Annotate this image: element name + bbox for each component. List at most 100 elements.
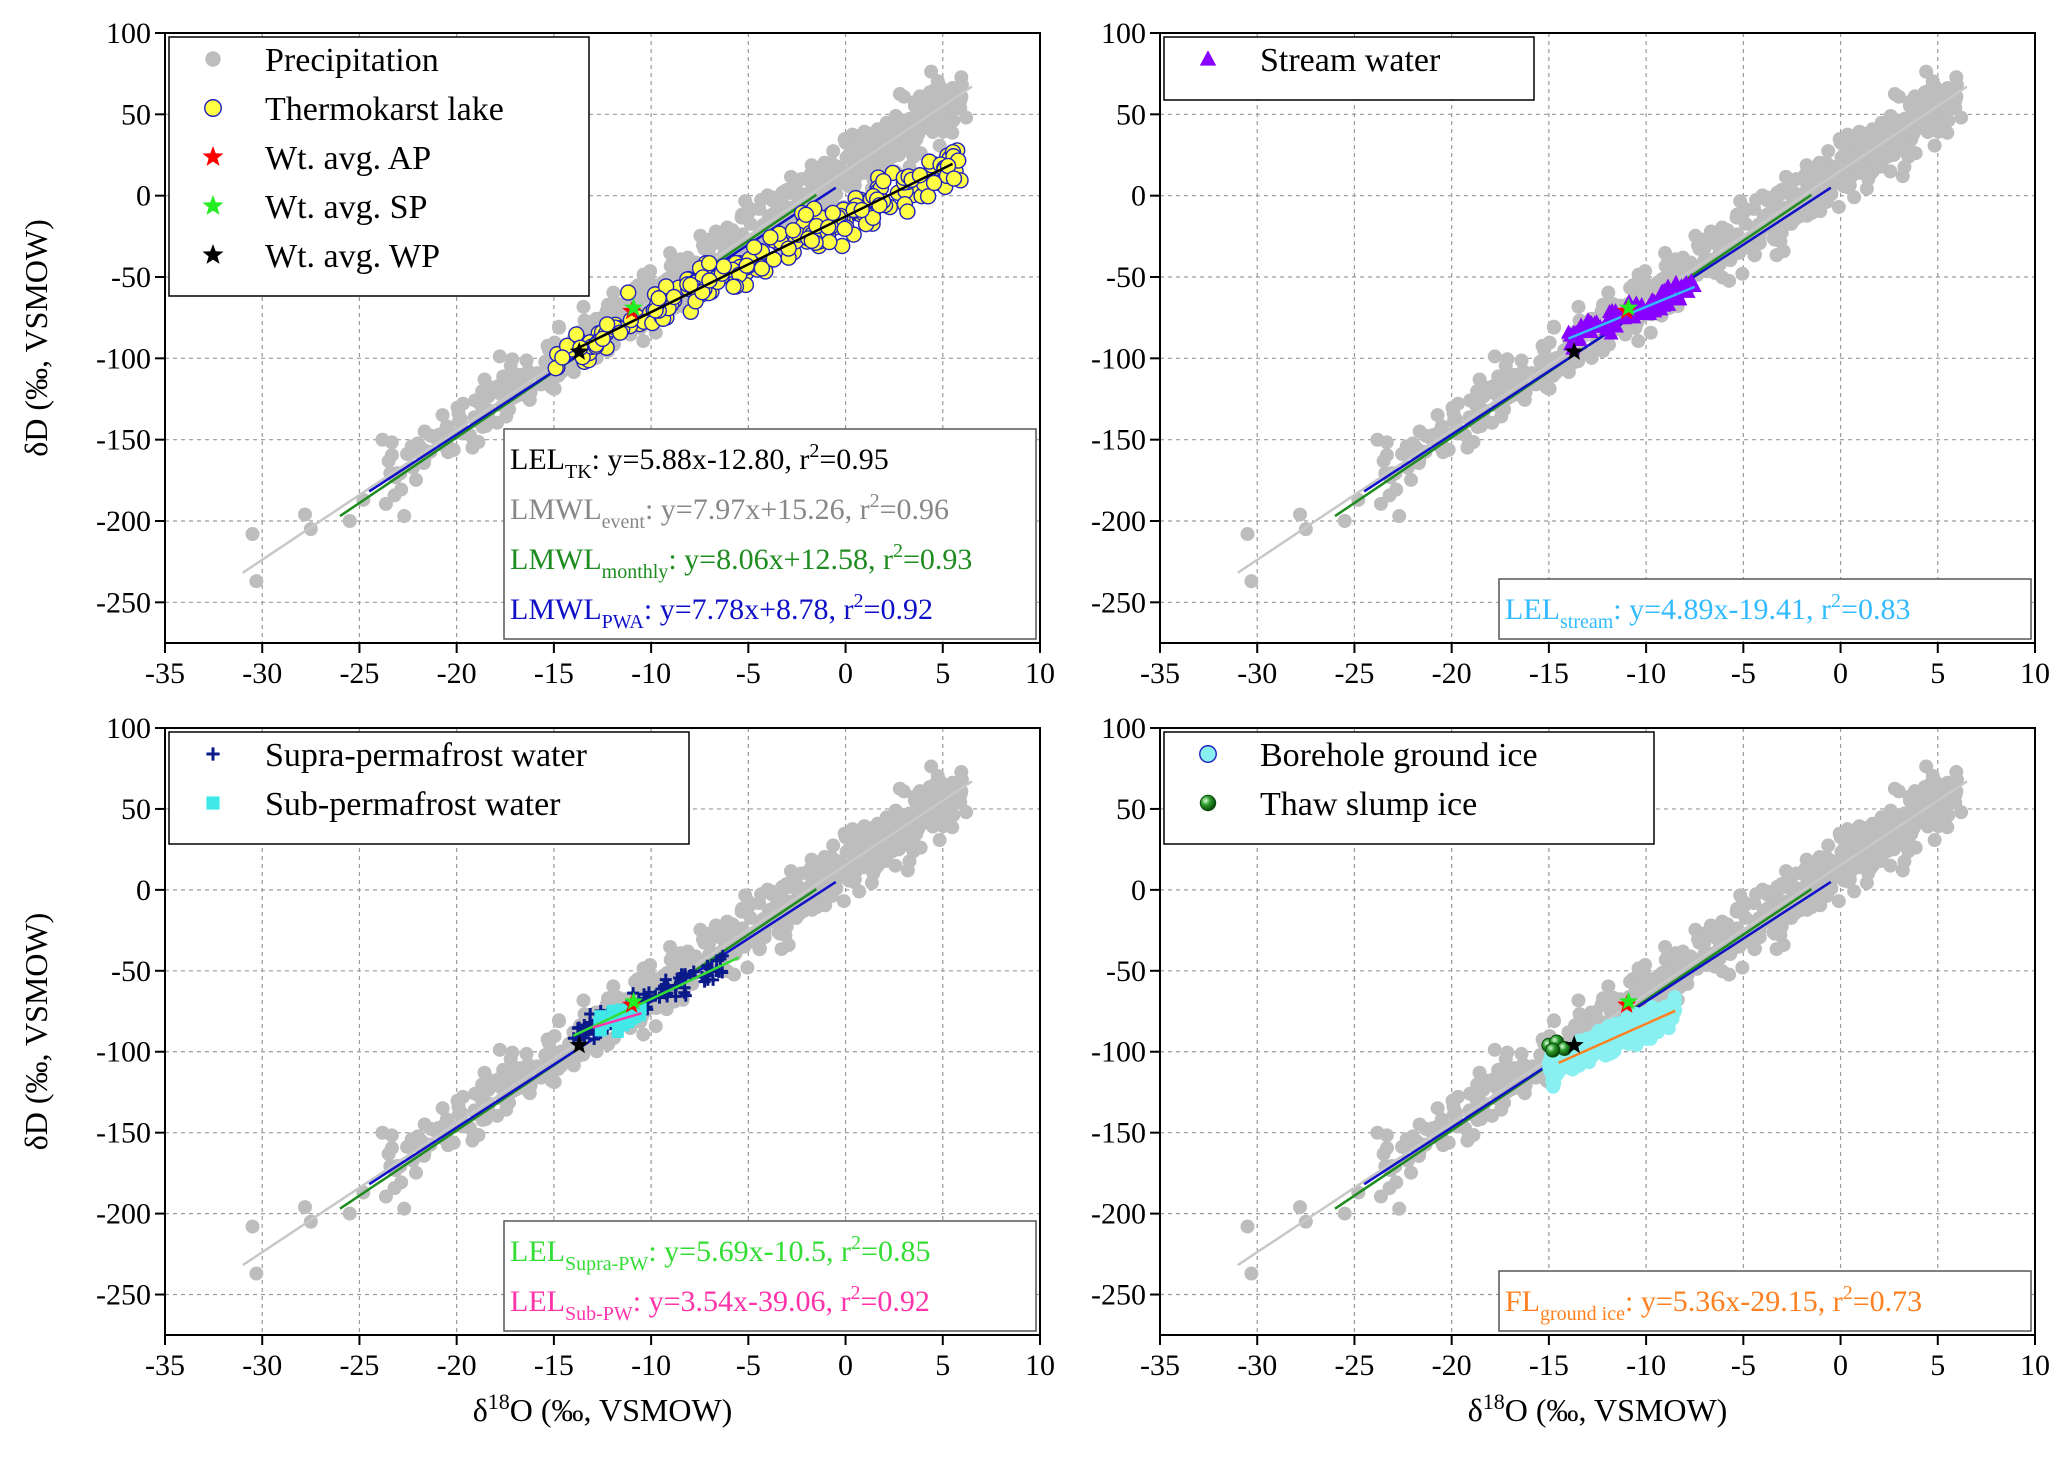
precip-point xyxy=(1516,364,1531,379)
precip-point xyxy=(245,527,260,542)
precip-point xyxy=(397,509,412,524)
precip-point xyxy=(1949,70,1964,85)
equation-text: LMWLevent: y=7.97x+15.26, r2=0.96 xyxy=(510,490,949,533)
legend-marker xyxy=(202,195,224,215)
equation-text: FLground ice: y=5.36x-29.15, r2=0.73 xyxy=(1505,1282,1922,1325)
equation-frame xyxy=(1498,1270,2032,1332)
x-tick-label: -30 xyxy=(242,1349,282,1382)
precip-point xyxy=(1831,199,1846,214)
precip-point xyxy=(909,128,924,143)
precip-point xyxy=(1836,831,1851,846)
precip-point xyxy=(810,872,825,887)
legend: Stream water xyxy=(1163,36,1535,101)
precip-point xyxy=(628,974,643,989)
precip-point xyxy=(882,826,897,841)
plot-area xyxy=(242,759,974,1281)
precip-point xyxy=(736,209,751,224)
equation-text: LMWLPWA: y=7.78x+8.78, r2=0.92 xyxy=(510,590,933,633)
plot-frame xyxy=(164,727,1041,1336)
precip-point xyxy=(499,409,514,424)
precip-point xyxy=(1919,759,1934,774)
legend: Supra-permafrost water Sub-permafrost wat… xyxy=(168,731,690,845)
precip-point xyxy=(375,1125,390,1140)
precip-point xyxy=(1731,209,1746,224)
precip-point xyxy=(1880,143,1895,158)
thermokarst-lake-point xyxy=(762,229,779,246)
lel-sub-pw-line xyxy=(592,1012,642,1029)
thermokarst-lake-point xyxy=(836,220,853,238)
x-tick-label: -20 xyxy=(1432,1349,1472,1382)
precip-point xyxy=(643,957,658,972)
legend-marker xyxy=(204,99,222,117)
precip-point xyxy=(1747,896,1762,911)
precip-point xyxy=(435,1101,450,1116)
thermokarst-lake-point xyxy=(715,258,733,275)
precip-point xyxy=(1638,957,1653,972)
precip-point xyxy=(505,352,520,367)
precip-point xyxy=(1897,838,1912,853)
precip-point xyxy=(696,238,711,253)
x-tick-label: 0 xyxy=(838,657,853,690)
x-tick-label: 10 xyxy=(1025,657,1055,690)
x-tick-label: 10 xyxy=(2020,1349,2050,1382)
precip-point xyxy=(738,888,753,903)
thermokarst-lake-point xyxy=(753,260,771,277)
precip-point xyxy=(394,1175,409,1190)
precip-point xyxy=(1880,837,1895,852)
thaw-slump-ice-point xyxy=(1545,1042,1561,1058)
precip-point xyxy=(926,94,941,109)
precip-point xyxy=(946,113,961,128)
legend: Borehole ground ice Thaw slump ice xyxy=(1163,731,1655,845)
precip-point xyxy=(1748,941,1763,956)
precip-point xyxy=(435,408,450,423)
thermokarst-lake-point xyxy=(725,278,742,295)
precip-point xyxy=(866,830,881,845)
precip-point xyxy=(384,1141,399,1156)
precip-point xyxy=(660,965,675,980)
precip-point xyxy=(841,179,856,194)
y-tick-label: -200 xyxy=(1091,1198,1146,1231)
supra-permafrost-water-point xyxy=(687,965,700,978)
precip-point xyxy=(789,910,804,925)
precip-point xyxy=(1658,939,1673,954)
precip-point xyxy=(551,319,566,334)
precip-point xyxy=(1412,1117,1427,1132)
precip-point xyxy=(1789,866,1804,881)
precip-point xyxy=(1921,788,1936,803)
precip-point xyxy=(606,979,621,994)
borehole-ground-ice-point xyxy=(1591,1045,1606,1060)
precip-point xyxy=(826,144,841,159)
precip-point xyxy=(298,1200,312,1215)
precip-point xyxy=(1883,164,1898,179)
y-tick-label: 50 xyxy=(121,793,151,826)
precip-point xyxy=(1500,1045,1515,1060)
precip-point xyxy=(959,805,974,820)
precip-point xyxy=(933,774,948,789)
supra-permafrost-water-point xyxy=(571,1022,584,1035)
precip-point xyxy=(765,887,780,902)
legend-label: Sub-permafrost water xyxy=(265,786,561,823)
x-tick-label: -35 xyxy=(1140,1349,1180,1382)
y-tick-label: 100 xyxy=(106,712,151,745)
precip-point xyxy=(1373,496,1388,511)
precip-point xyxy=(914,796,929,811)
x-tick-label: -5 xyxy=(1731,1349,1756,1382)
precip-point xyxy=(454,416,469,431)
stream-water-point xyxy=(1572,332,1588,347)
precip-point xyxy=(1487,349,1502,364)
equation-text: LELSupra-PW: y=5.69x-10.5, r2=0.85 xyxy=(510,1232,930,1275)
precip-point xyxy=(1389,1175,1404,1190)
y-tick-label: -250 xyxy=(1091,1279,1146,1312)
precip-point xyxy=(1293,1200,1307,1215)
x-tick-label: -35 xyxy=(145,1349,185,1382)
precip-point xyxy=(378,496,393,511)
precip-point xyxy=(841,873,856,888)
precip-point xyxy=(1847,884,1862,899)
supra-permafrost-water-point xyxy=(707,973,720,986)
precip-point xyxy=(673,261,688,276)
precip-point xyxy=(1877,826,1892,841)
supra-permafrost-water-point xyxy=(710,954,723,967)
precip-point xyxy=(493,386,508,401)
precip-point xyxy=(1240,527,1255,542)
precip-point xyxy=(578,317,593,332)
